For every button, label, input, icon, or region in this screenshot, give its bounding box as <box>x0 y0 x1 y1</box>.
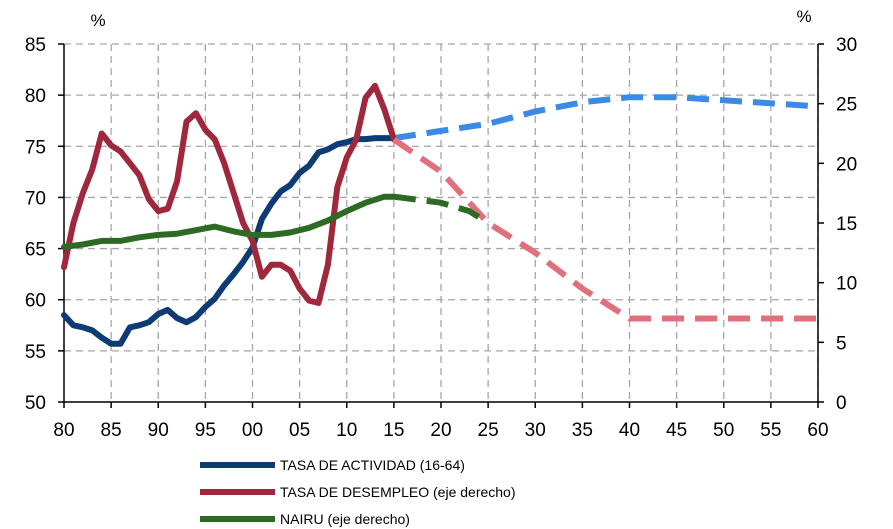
x-tick-label: 50 <box>713 420 734 441</box>
series-line-5 <box>61 193 397 250</box>
x-tick-label: 10 <box>336 420 357 441</box>
series-lines <box>61 82 819 347</box>
grid-lines <box>64 43 819 402</box>
left-tick-label: 60 <box>25 291 46 312</box>
x-tick-label: 40 <box>619 420 640 441</box>
left-tick-label: 85 <box>25 35 46 56</box>
legend: TASA DE ACTIVIDAD (16-64) TASA DE DESEMPL… <box>200 457 516 527</box>
x-tick-label: 25 <box>478 420 499 441</box>
right-tick-label: 20 <box>836 154 857 175</box>
right-tick-labels: 0 5 10 15 20 25 30 <box>836 35 857 414</box>
right-tick-label: 5 <box>836 333 847 354</box>
x-tick-label: 20 <box>430 420 451 441</box>
left-axis-unit: % <box>90 11 105 30</box>
series-line-1 <box>61 135 397 347</box>
legend-label: TASA DE ACTIVIDAD (16-64) <box>280 457 465 473</box>
right-tick-label: 30 <box>836 35 857 56</box>
left-tick-label: 80 <box>25 86 46 107</box>
x-tick-label: 00 <box>242 420 263 441</box>
right-axis-unit: % <box>796 7 811 26</box>
right-tick-label: 10 <box>836 274 857 295</box>
x-tick-label: 60 <box>807 420 828 441</box>
right-tick-label: 0 <box>836 393 847 414</box>
left-tick-label: 55 <box>25 342 46 363</box>
x-tick-label: 15 <box>383 420 404 441</box>
axes <box>58 43 824 408</box>
x-tick-label: 80 <box>53 420 74 441</box>
x-tick-label: 05 <box>289 420 310 441</box>
left-tick-label: 70 <box>25 188 46 209</box>
right-tick-label: 15 <box>836 214 857 235</box>
series-line-4 <box>392 137 818 322</box>
x-tick-label: 90 <box>148 420 169 441</box>
x-tick-labels: 80 85 90 95 00 05 10 15 20 25 30 35 40 45 50 55 60 <box>53 420 828 441</box>
left-tick-label: 50 <box>25 393 46 414</box>
legend-label: TASA DE DESEMPLEO (eje derecho) <box>280 484 516 500</box>
series-line-3 <box>61 82 397 306</box>
x-tick-label: 85 <box>101 420 122 441</box>
x-tick-label: 35 <box>572 420 593 441</box>
x-tick-label: 55 <box>760 420 781 441</box>
x-tick-label: 95 <box>195 420 216 441</box>
x-tick-label: 45 <box>666 420 687 441</box>
x-tick-label: 30 <box>525 420 546 441</box>
left-tick-labels: 50 55 60 65 70 75 80 85 <box>25 35 46 414</box>
left-tick-label: 75 <box>25 137 46 158</box>
left-tick-label: 65 <box>25 240 46 261</box>
legend-label: NAIRU (eje derecho) <box>280 511 410 527</box>
series-line-2 <box>393 94 819 142</box>
right-tick-label: 25 <box>836 95 857 116</box>
